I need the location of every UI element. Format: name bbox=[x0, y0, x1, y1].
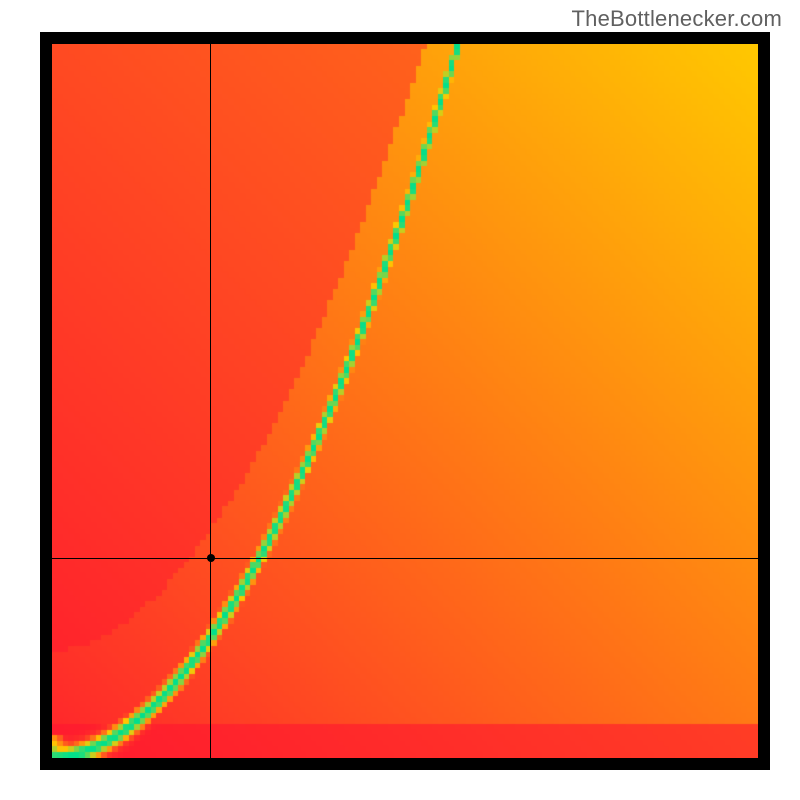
heatmap-canvas bbox=[52, 44, 758, 758]
crosshair-marker bbox=[207, 554, 215, 562]
crosshair-horizontal bbox=[52, 558, 758, 559]
chart-container: TheBottlenecker.com bbox=[0, 0, 800, 800]
watermark-label: TheBottlenecker.com bbox=[572, 6, 782, 32]
crosshair-vertical bbox=[210, 44, 211, 758]
